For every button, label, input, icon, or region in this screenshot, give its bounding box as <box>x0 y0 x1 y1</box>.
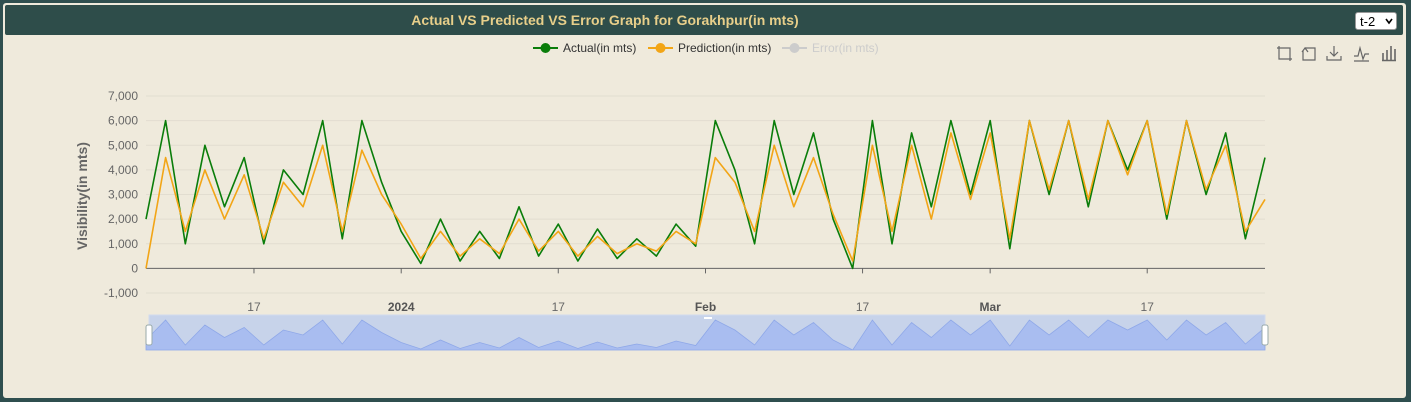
x-tick-label: 17 <box>856 300 870 314</box>
y-tick-label: 7,000 <box>108 89 138 103</box>
datazoom-slider[interactable] <box>145 314 1269 351</box>
chart-legend: Actual(in mts) Prediction(in mts) Error(in… <box>533 41 879 55</box>
chart-header: Actual VS Predicted VS Error Graph for G… <box>5 5 1403 35</box>
y-tick-label: 6,000 <box>108 114 138 128</box>
legend-label: Error(in mts) <box>812 41 879 55</box>
x-tick-label: 17 <box>247 300 261 314</box>
datazoom-handle[interactable] <box>145 324 153 346</box>
legend-marker <box>655 43 666 53</box>
x-tick-label: Feb <box>695 300 716 314</box>
legend-item[interactable]: Prediction(in mts) <box>648 41 771 55</box>
legend-marker <box>540 43 551 53</box>
y-tick-label: 2,000 <box>108 212 138 226</box>
y-axis: -1,000 0 1,000 2,000 3,000 4,000 5,000 6,000 7,0… <box>104 89 138 300</box>
x-tick-label: 17 <box>552 300 566 314</box>
y-axis-label: Visibility(in mts) <box>74 142 90 250</box>
x-tick-label: 2024 <box>388 300 415 314</box>
lead-time-select-value: t-2 <box>1360 14 1376 29</box>
zoom-reset-icon[interactable] <box>1301 47 1316 61</box>
chart-title: Actual VS Predicted VS Error Graph for G… <box>411 12 799 28</box>
legend-item[interactable]: Error(in mts) <box>782 41 879 55</box>
y-tick-label: 4,000 <box>108 163 138 177</box>
legend-label: Actual(in mts) <box>563 41 636 55</box>
datazoom-preview <box>145 319 1266 351</box>
chart-toolbox <box>1277 45 1396 62</box>
chart-series <box>145 119 1266 270</box>
zoom-icon[interactable] <box>1277 46 1292 61</box>
datazoom-move-handle[interactable] <box>704 317 712 319</box>
lead-time-select[interactable]: t-2 <box>1355 12 1397 30</box>
bar-chart-icon[interactable] <box>1382 46 1396 62</box>
x-axis: 17 2024 17 Feb 17 Mar 17 <box>146 267 1265 314</box>
chevron-down-icon <box>1385 18 1393 25</box>
series-line-prediction-in-mts- <box>145 119 1266 269</box>
datazoom-handle[interactable] <box>1261 324 1269 346</box>
y-tick-label: 5,000 <box>108 138 138 152</box>
y-tick-label: 0 <box>131 261 138 275</box>
y-tick-label: -1,000 <box>104 286 138 300</box>
legend-item[interactable]: Actual(in mts) <box>533 41 636 55</box>
legend-marker <box>789 43 800 53</box>
y-tick-label: 1,000 <box>108 237 138 251</box>
legend-label: Prediction(in mts) <box>678 41 771 55</box>
line-chart-icon[interactable] <box>1354 45 1369 62</box>
x-tick-label: Mar <box>979 300 1001 314</box>
x-tick-label: 17 <box>1141 300 1155 314</box>
y-tick-label: 3,000 <box>108 188 138 202</box>
series-line-actual-in-mts- <box>145 119 1266 270</box>
save-image-icon[interactable] <box>1326 46 1342 61</box>
chart-grid <box>146 95 1265 294</box>
